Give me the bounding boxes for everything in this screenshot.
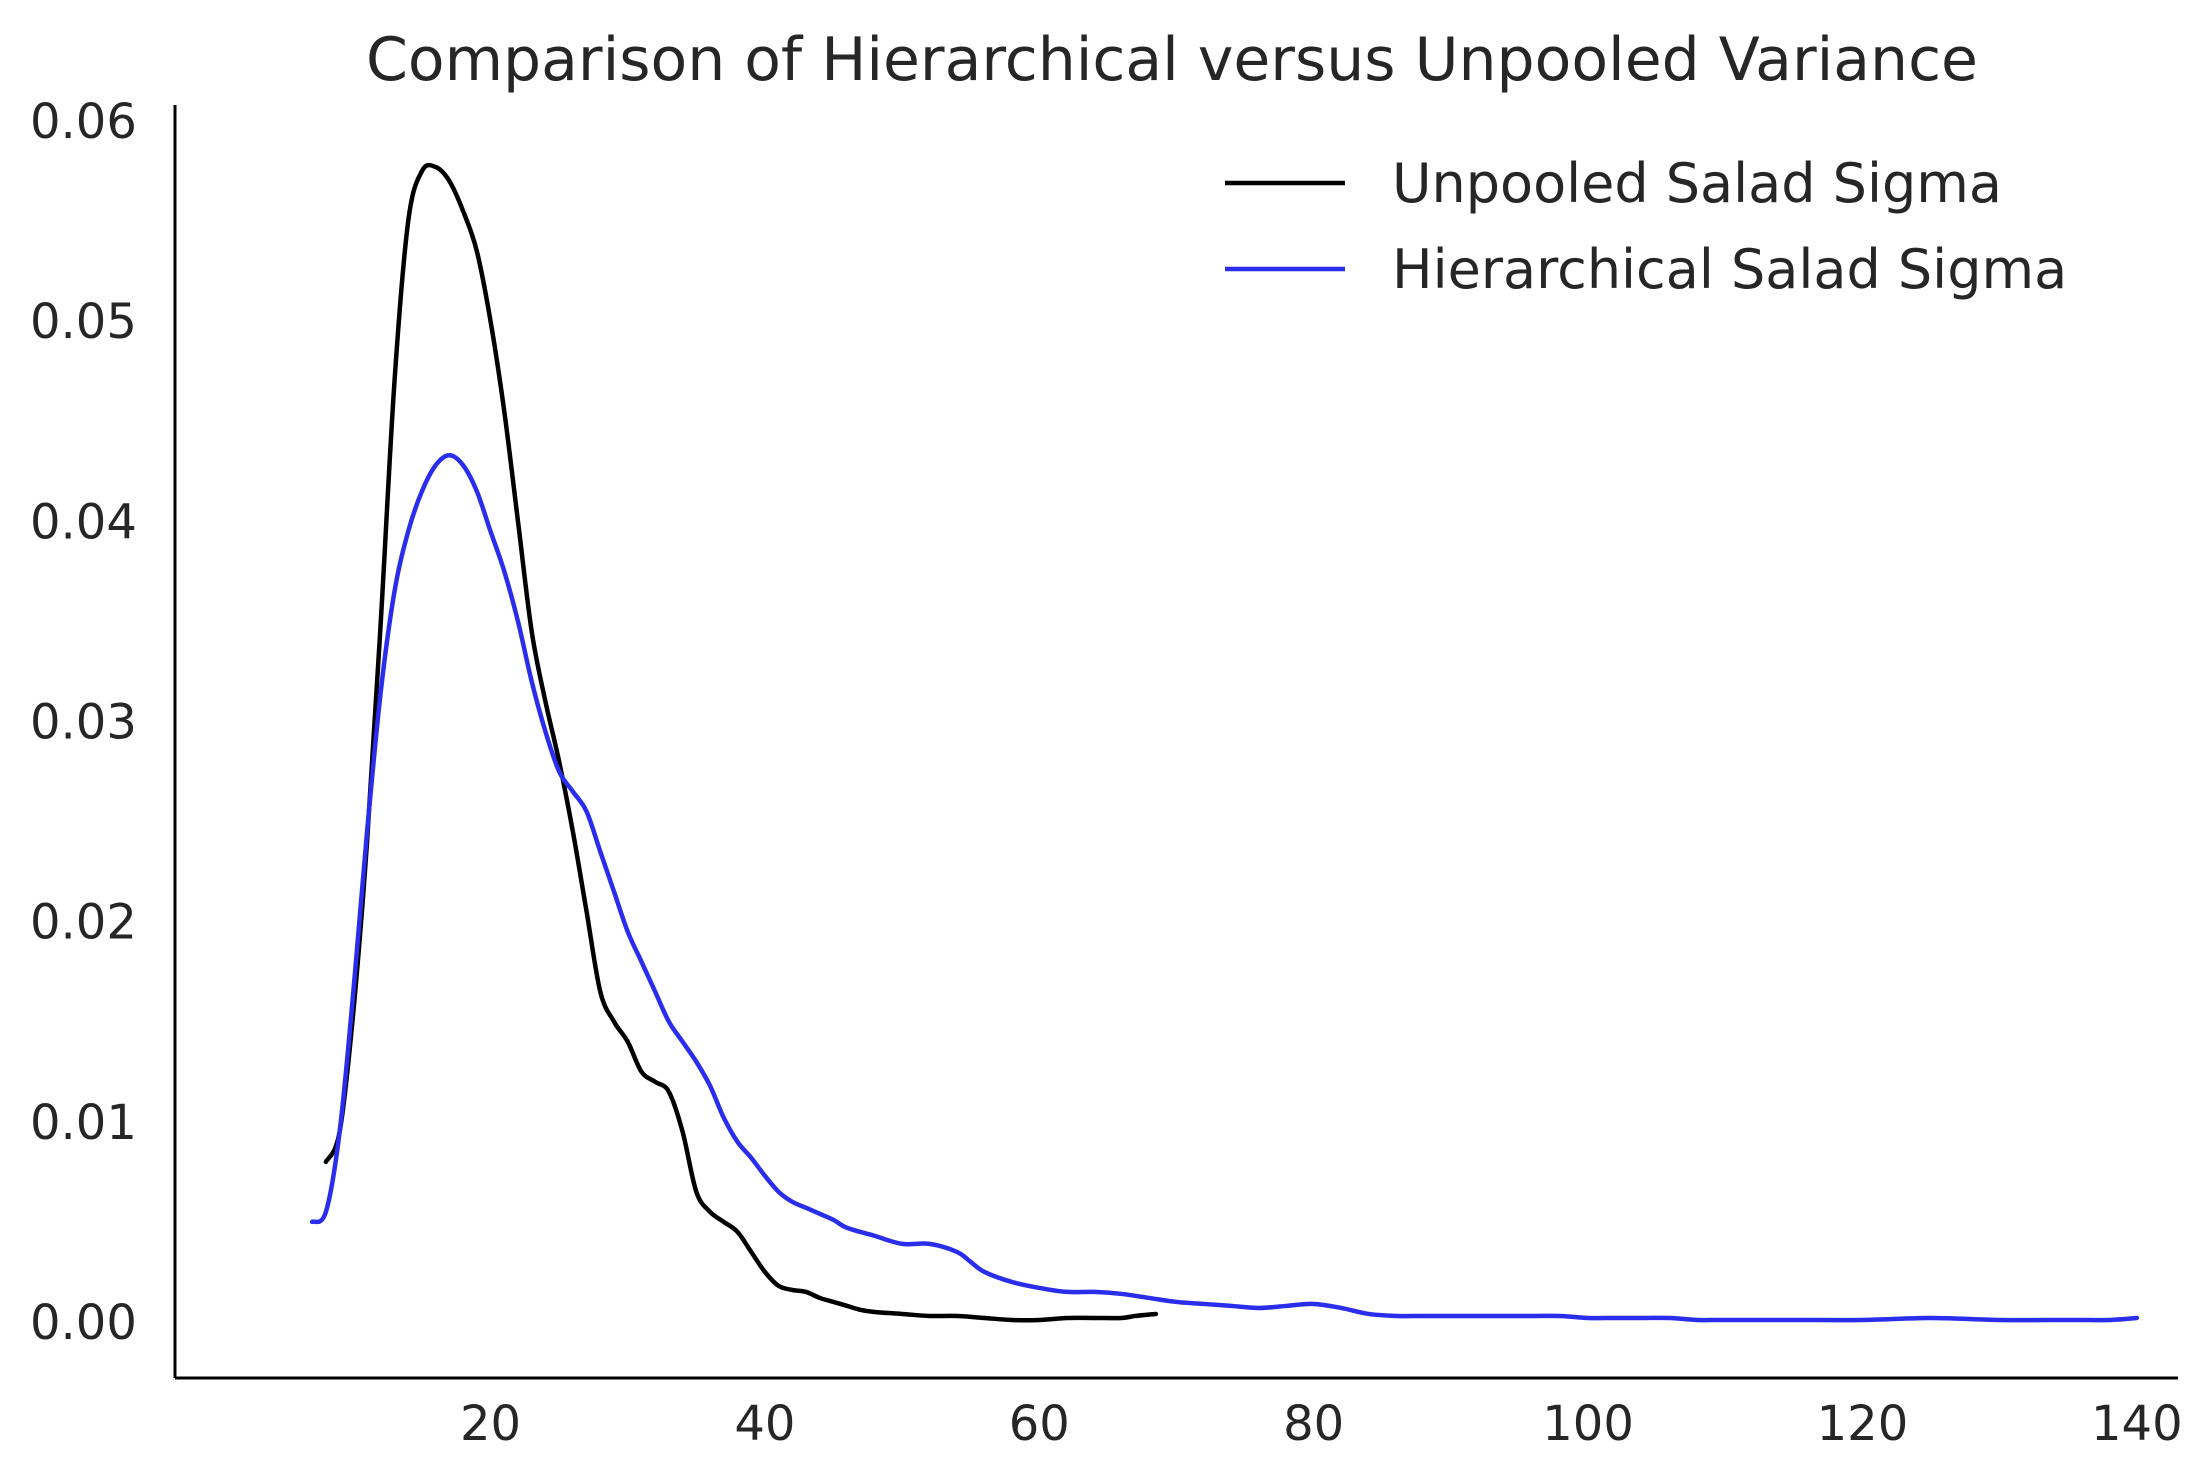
legend-label: Hierarchical Salad Sigma [1392, 238, 2067, 301]
y-tick-label: 0.00 [30, 1295, 137, 1351]
legend: Unpooled Salad Sigma Hierarchical Salad S… [1225, 152, 2067, 301]
legend-label: Unpooled Salad Sigma [1392, 152, 2002, 215]
x-tick-label: 100 [1542, 1396, 1634, 1452]
y-tick-label: 0.02 [30, 895, 137, 951]
axes: 20 40 60 80 100 120 140 0.00 0.01 0.02 0.03 0.04 0.0… [30, 94, 2183, 1452]
x-tick-label: 60 [1009, 1396, 1070, 1452]
y-tick-label: 0.04 [30, 494, 137, 550]
y-tick-label: 0.03 [30, 694, 137, 750]
hierarchical-series-line [309, 453, 2140, 1323]
x-tick-label: 20 [460, 1396, 521, 1452]
x-tick-label: 140 [2091, 1396, 2183, 1452]
legend-item-hierarchical: Hierarchical Salad Sigma [1225, 238, 2067, 301]
x-tick-label: 80 [1283, 1396, 1344, 1452]
y-tick-label: 0.06 [30, 94, 137, 150]
x-tick-label: 40 [734, 1396, 795, 1452]
legend-item-unpooled: Unpooled Salad Sigma [1225, 152, 2002, 215]
unpooled-series-line [323, 162, 1159, 1323]
series-layer [309, 162, 2140, 1323]
chart-title: Comparison of Hierarchical versus Unpool… [366, 25, 1978, 95]
y-tick-label: 0.01 [30, 1095, 137, 1151]
y-tick-label: 0.05 [30, 294, 137, 350]
x-tick-label: 120 [1817, 1396, 1909, 1452]
